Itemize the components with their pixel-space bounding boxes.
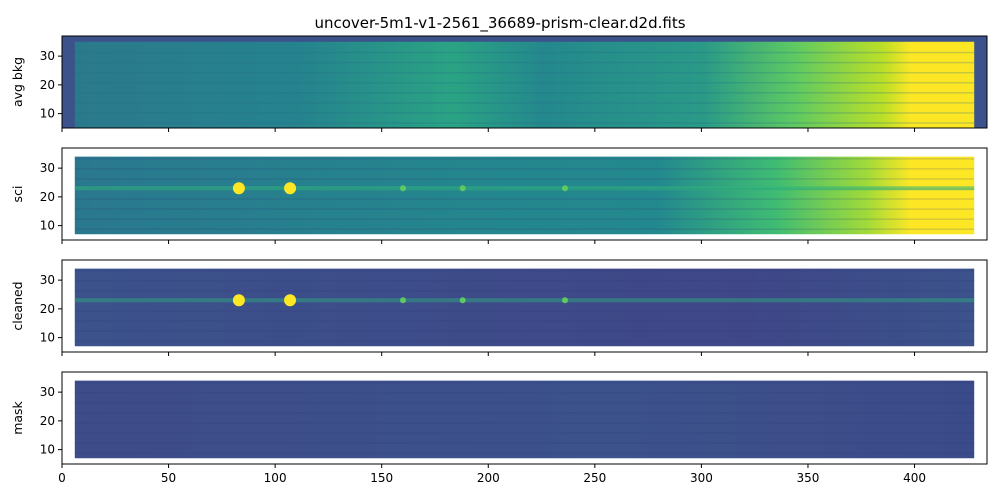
detector-band (74, 340, 975, 342)
y-tick-label: 10 (40, 107, 55, 121)
detector-band (74, 382, 975, 384)
x-tick-label: 100 (264, 471, 287, 485)
y-tick-label: 20 (40, 190, 55, 204)
detector-band (74, 82, 975, 84)
detector-band (74, 158, 975, 160)
detector-band (74, 178, 975, 180)
axes-frame (61, 35, 988, 129)
x-tick-label: 300 (690, 471, 713, 485)
detector-band (74, 122, 975, 124)
detector-band (74, 112, 975, 114)
heatmap-image (74, 41, 975, 128)
detector-band (74, 168, 975, 170)
heatmap-image (74, 156, 975, 235)
heatmap-image (74, 380, 975, 459)
x-tick-label: 50 (161, 471, 176, 485)
detector-band (74, 330, 975, 332)
y-tick-label: 30 (40, 49, 55, 63)
x-tick-label: 250 (583, 471, 606, 485)
axes-frame (61, 371, 988, 465)
detector-band (74, 422, 975, 424)
emission-knot (459, 185, 466, 192)
detector-band (74, 432, 975, 434)
x-tick-label: 150 (370, 471, 393, 485)
detector-band (74, 71, 975, 74)
panel-avg-bkg: 10 20 30 avg bkg (10, 35, 988, 132)
detector-band (74, 61, 975, 64)
y-axis-label: avg bkg (10, 57, 25, 107)
y-axis-label: sci (10, 186, 25, 203)
y-tick-label: 10 (40, 443, 55, 457)
detector-band (74, 228, 975, 230)
emission-knot (459, 297, 466, 304)
detector-band (74, 320, 975, 322)
detector-band (74, 280, 975, 282)
y-tick-label: 30 (40, 385, 55, 399)
y-axis-label: cleaned (10, 281, 25, 330)
detector-band (74, 218, 975, 220)
detector-band (74, 290, 975, 292)
y-tick-label: 30 (40, 273, 55, 287)
emission-knot (232, 182, 245, 195)
detector-band (74, 270, 975, 272)
detector-band (74, 392, 975, 394)
detector-band (74, 92, 975, 94)
detector-band (74, 198, 975, 200)
y-tick-label: 10 (40, 219, 55, 233)
x-tick-label: 200 (477, 471, 500, 485)
detector-band (74, 102, 975, 104)
emission-knot (232, 294, 245, 307)
detector-band (74, 442, 975, 444)
panel-cleaned: 10 20 30 cleaned (10, 259, 988, 356)
emission-knot (400, 297, 407, 304)
emission-knot (284, 294, 297, 307)
detector-band (74, 402, 975, 404)
y-tick-label: 30 (40, 161, 55, 175)
x-tick-label: 0 (58, 471, 66, 485)
emission-knot (561, 297, 568, 304)
spectral-trace (74, 298, 975, 303)
axes-frame (61, 147, 988, 241)
axes-frame (61, 259, 988, 353)
heatmap-image (74, 268, 975, 347)
y-tick-label: 20 (40, 302, 55, 316)
panels: 10 20 30 avg bkg 10 20 30 sci 10 20 30 cleaned 10 20 3… (10, 35, 988, 485)
panel-mask: 10 20 30 mask 0 50 100 150 200 250 300 350 400 (10, 371, 988, 485)
x-tick-label: 400 (903, 471, 926, 485)
spectral-trace (74, 186, 975, 191)
y-axis-label: mask (10, 400, 25, 434)
detector-band (74, 51, 975, 54)
detector-band (74, 452, 975, 454)
detector-band (74, 310, 975, 312)
detector-band (74, 208, 975, 210)
emission-knot (561, 185, 568, 192)
detector-band (74, 412, 975, 414)
detector-band (74, 300, 975, 302)
y-tick-label: 20 (40, 414, 55, 428)
chart-title: uncover-5m1-v1-2561_36689-prism-clear.d2… (314, 14, 685, 33)
emission-knot (400, 185, 407, 192)
y-tick-label: 10 (40, 331, 55, 345)
emission-knot (284, 182, 297, 195)
x-tick-label: 350 (797, 471, 820, 485)
y-tick-label: 20 (40, 78, 55, 92)
panel-sci: 10 20 30 sci (10, 147, 988, 244)
